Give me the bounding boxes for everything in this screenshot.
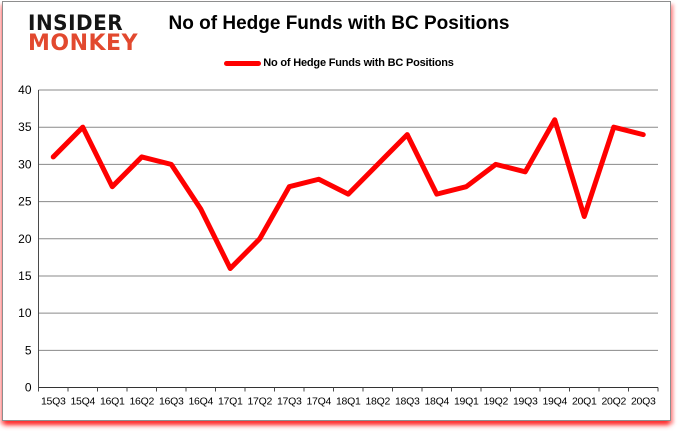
- x-tick-label: 20Q1: [572, 396, 597, 408]
- x-tick-label: 15Q4: [71, 396, 96, 408]
- x-tick-label: 18Q3: [395, 396, 420, 408]
- x-tick-label: 17Q4: [307, 396, 332, 408]
- x-tick-label: 19Q3: [513, 396, 538, 408]
- chart-title: No of Hedge Funds with BC Positions: [168, 13, 510, 34]
- logo-line-insider: INSIDER: [28, 9, 124, 36]
- x-tick-label: 16Q3: [159, 396, 184, 408]
- x-tick-label: 18Q4: [425, 396, 450, 408]
- x-tick-label: 20Q2: [602, 396, 627, 408]
- y-tick-label: 40: [18, 83, 32, 97]
- x-tick-label: 16Q1: [100, 396, 125, 408]
- y-tick-label: 35: [18, 120, 32, 134]
- logo-line-monkey: MONKEY: [28, 31, 139, 56]
- x-tick-label: 19Q1: [454, 396, 479, 408]
- x-tick-label: 17Q3: [277, 396, 302, 408]
- y-tick-label: 10: [18, 306, 32, 320]
- x-tick-label: 19Q2: [484, 396, 509, 408]
- x-tick-label: 19Q4: [543, 396, 568, 408]
- legend-line-marker: [224, 60, 262, 66]
- y-tick-label: 15: [18, 269, 32, 283]
- series-line: [50, 117, 646, 271]
- y-tick-label: 0: [25, 381, 32, 395]
- x-tick-label: 17Q1: [218, 396, 243, 408]
- y-tick-label: 5: [25, 343, 32, 357]
- y-tick-label: 20: [18, 232, 32, 246]
- x-tick-label: 16Q4: [189, 396, 214, 408]
- x-tick-label: 18Q1: [336, 396, 361, 408]
- x-tick-label: 17Q2: [248, 396, 273, 408]
- x-tick-label: 18Q2: [366, 396, 391, 408]
- x-tick-label: 15Q3: [41, 396, 66, 408]
- legend-label: No of Hedge Funds with BC Positions: [263, 57, 454, 69]
- legend: No of Hedge Funds with BC Positions: [0, 57, 678, 69]
- x-tick-label: 16Q2: [130, 396, 155, 408]
- y-tick-label: 25: [18, 195, 32, 209]
- y-tick-label: 30: [18, 157, 32, 171]
- chart-canvas: [2, 1, 671, 421]
- x-tick-label: 20Q3: [631, 396, 656, 408]
- insider-monkey-logo: INSIDER MONKEY: [28, 11, 138, 55]
